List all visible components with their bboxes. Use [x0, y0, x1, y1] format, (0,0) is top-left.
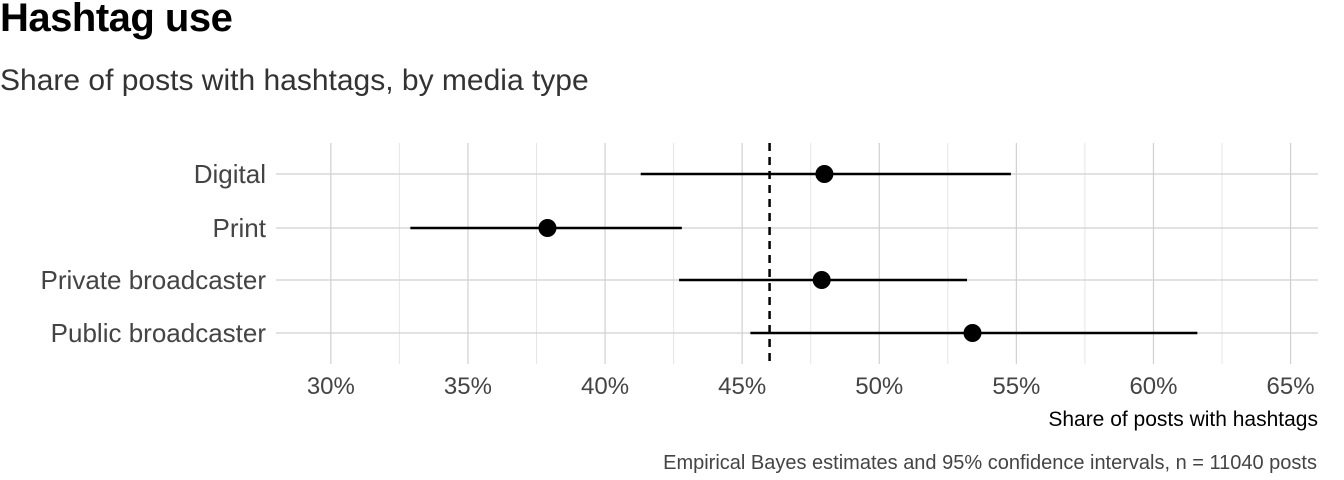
chart-subtitle: Share of posts with hashtags, by media t… — [0, 64, 589, 97]
estimate-point — [538, 219, 557, 237]
y-tick-label: Private broadcaster — [41, 265, 267, 295]
x-tick-label: 55% — [992, 373, 1040, 400]
x-tick-label: 60% — [1129, 373, 1177, 400]
x-tick-label: 35% — [444, 373, 492, 400]
x-tick-label: 50% — [855, 373, 903, 400]
y-tick-label: Digital — [194, 159, 266, 189]
x-tick-label: 65% — [1267, 373, 1315, 400]
estimate-point — [812, 271, 831, 289]
estimate-point — [963, 324, 982, 342]
y-tick-label: Public broadcaster — [51, 318, 267, 348]
chart-caption: Empirical Bayes estimates and 95% confid… — [663, 452, 1317, 474]
x-tick-label: 45% — [718, 373, 766, 400]
estimate-point — [815, 165, 834, 183]
x-tick-label: 30% — [307, 373, 355, 400]
x-axis-title: Share of posts with hashtags — [1048, 408, 1318, 431]
x-tick-label: 40% — [581, 373, 629, 400]
y-tick-label: Print — [213, 213, 267, 243]
chart-title: Hashtag use — [0, 0, 233, 40]
